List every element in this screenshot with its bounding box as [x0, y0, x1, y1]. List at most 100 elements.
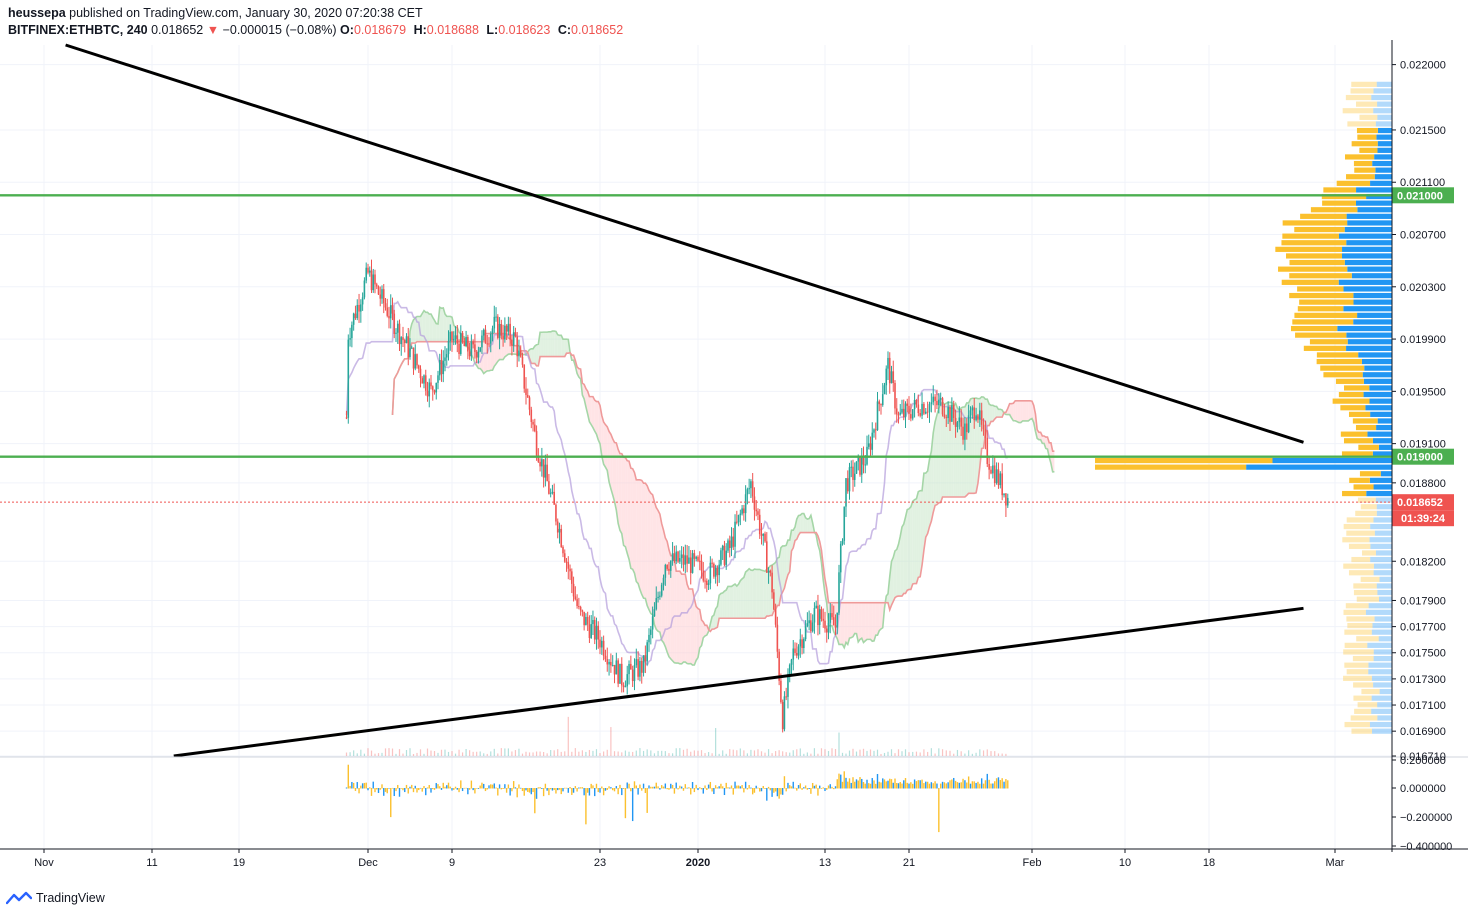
oscillator-bar — [481, 782, 483, 789]
cloud-segment — [425, 312, 428, 342]
oscillator-bar — [811, 782, 814, 789]
cloud-segment — [543, 332, 546, 357]
volume-bar — [632, 751, 634, 756]
profile-up-bar — [1370, 556, 1392, 563]
candle-body — [537, 455, 540, 462]
volume-bar — [796, 749, 798, 756]
cloud-segment — [793, 526, 796, 548]
oscillator-bar — [356, 782, 358, 789]
cloud-segment — [672, 555, 675, 663]
cloud-segment — [594, 400, 597, 435]
profile-down-bar — [1335, 378, 1364, 384]
cloud-segment — [547, 331, 549, 357]
candle-body — [764, 533, 766, 542]
oscillator-bar — [901, 783, 903, 789]
cloud-segment — [1015, 400, 1018, 422]
author-name[interactable]: heussepa — [8, 6, 66, 20]
candle-body — [695, 556, 697, 559]
volume-bar — [986, 749, 988, 756]
volume-bar — [982, 750, 985, 756]
footer-brand[interactable]: TradingView — [6, 891, 105, 905]
profile-down-bar — [1275, 246, 1343, 252]
cloud-segment — [601, 415, 604, 465]
profile-up-bar — [1376, 583, 1392, 589]
cloud-segment — [989, 404, 991, 426]
candle-body — [682, 554, 685, 565]
volume-bar — [866, 750, 868, 756]
candle-body — [456, 335, 459, 344]
countdown-label: 01:39:24 — [1401, 513, 1446, 525]
candle-body — [894, 382, 896, 409]
profile-up-bar — [1370, 411, 1392, 417]
volume-bar — [535, 751, 538, 756]
volume-bar — [722, 750, 724, 756]
oscillator-bar — [925, 781, 927, 789]
price-tick-label: 0.018200 — [1400, 556, 1446, 568]
candle-body — [358, 304, 360, 312]
oscillator-bar — [773, 788, 775, 793]
oscillator-bar — [583, 788, 585, 796]
candle-body — [943, 414, 946, 418]
volume-bar — [732, 749, 734, 756]
oscillator-bar — [565, 787, 568, 789]
cloud-segment — [420, 313, 423, 342]
profile-up-bar — [1363, 378, 1392, 384]
volume-bar — [661, 750, 663, 756]
volume-bar — [646, 749, 648, 756]
oscillator-bar — [383, 788, 385, 796]
volume-bar — [472, 751, 474, 756]
oscillator-bar — [869, 783, 872, 789]
volume-bar — [458, 749, 460, 756]
oscillator-bar — [490, 784, 492, 789]
open-value: 0.018679 — [353, 23, 407, 37]
cloud-segment — [712, 615, 714, 630]
symbol-label[interactable]: BITFINEX:ETHBTC, 240 — [8, 23, 148, 37]
oscillator-bar — [507, 784, 510, 789]
oscillator-bar — [435, 783, 437, 789]
profile-up-bar — [1378, 636, 1392, 642]
oscillator-bar — [349, 785, 351, 789]
oscillator-bar — [885, 781, 887, 789]
profile-up-bar — [1372, 451, 1392, 457]
cloud-segment — [893, 550, 895, 602]
candle-body — [525, 388, 527, 395]
price-tick-label: 0.019900 — [1400, 334, 1446, 346]
candle-body — [631, 669, 634, 682]
profile-up-bar — [1376, 134, 1392, 140]
candle-body — [765, 541, 768, 573]
oscillator-bar — [512, 781, 515, 789]
volume-bar — [813, 748, 816, 756]
cloud-segment — [745, 570, 748, 619]
candle-body — [620, 663, 623, 686]
oscillator-bar — [720, 783, 722, 789]
volume-bar — [454, 753, 457, 756]
cloud-segment — [692, 589, 695, 666]
oscillator-bar — [947, 782, 949, 789]
oscillator-bar — [564, 787, 566, 789]
profile-down-bar — [1297, 306, 1344, 312]
candle-body — [367, 267, 369, 273]
oscillator-bar — [668, 788, 670, 790]
cloud-segment — [1052, 451, 1055, 472]
oscillator-bar — [411, 784, 413, 789]
cloud-segment — [705, 625, 707, 636]
cloud-segment — [798, 515, 801, 536]
volume-bar — [363, 753, 366, 756]
cloud-segment — [903, 517, 906, 594]
candle-body — [664, 565, 667, 578]
candle-body — [713, 563, 715, 577]
oscillator-bar — [483, 783, 485, 789]
candle-body — [562, 546, 564, 554]
candle-body — [677, 551, 679, 562]
oscillator-bar — [878, 781, 880, 789]
oscillator-bar — [590, 783, 592, 789]
candle-body — [395, 332, 397, 334]
volume-bar — [971, 753, 973, 756]
candle-body — [484, 329, 487, 344]
candle-body — [910, 414, 912, 419]
cloud-segment — [800, 513, 803, 533]
candle-body — [744, 494, 747, 514]
profile-up-bar — [1378, 596, 1392, 602]
oscillator-bar — [781, 788, 784, 795]
